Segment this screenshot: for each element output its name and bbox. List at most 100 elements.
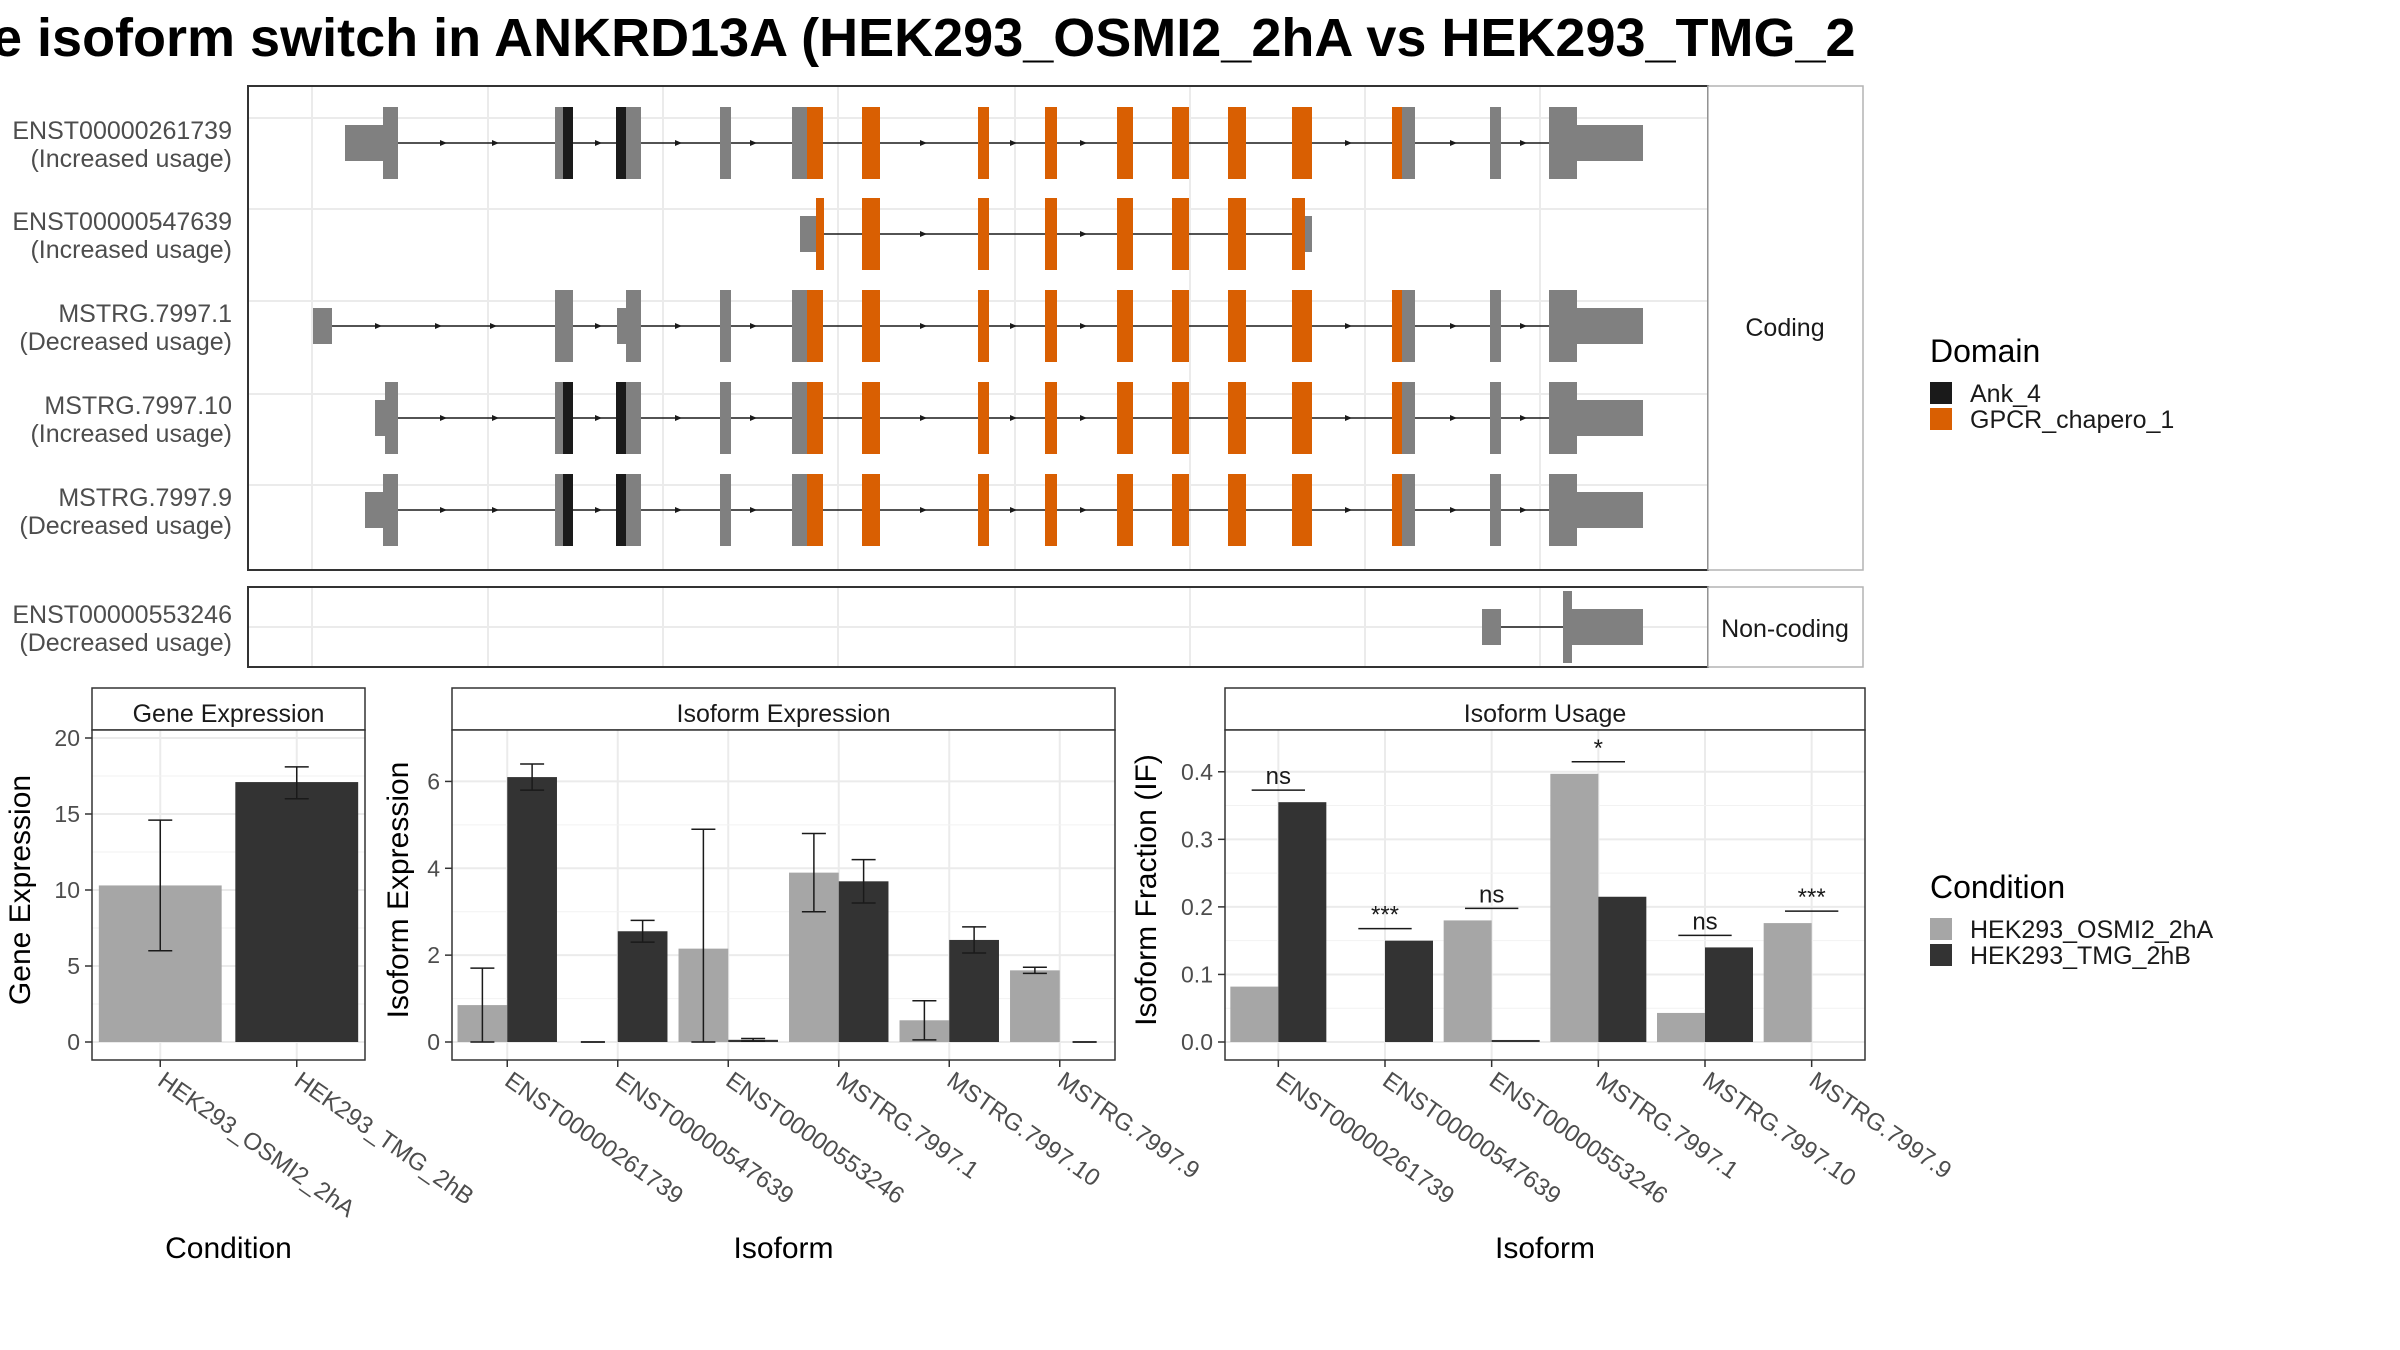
exon-coding (626, 474, 641, 546)
y-tick-label: 0 (427, 1029, 440, 1055)
y-tick-label: 0.3 (1181, 826, 1213, 852)
plot-border (1224, 729, 1866, 1061)
exon-gpcr-domain (1172, 107, 1189, 179)
exon-gpcr-domain (1228, 290, 1246, 362)
exon-ank4-domain (563, 474, 573, 546)
domain-legend-title: Domain (1930, 333, 2040, 369)
condition-legend-swatch-b (1930, 944, 1952, 966)
condition-legend-swatch-a (1930, 918, 1952, 940)
bar (507, 777, 557, 1042)
bar (1385, 940, 1433, 1042)
exon-coding (626, 290, 641, 362)
exon-utr (365, 492, 385, 528)
plot-border (451, 729, 1116, 1061)
strand-arrow-icon (440, 507, 447, 513)
exon-utr (1482, 609, 1501, 645)
exon-gpcr-domain (1172, 290, 1189, 362)
panel-strip (1224, 687, 1866, 731)
exon-coding (1490, 474, 1501, 546)
exon-gpcr-domain (978, 198, 989, 270)
y-tick-label: 20 (54, 725, 80, 751)
panel-strip (91, 687, 366, 731)
transcript-id-label: MSTRG.7997.10 (44, 392, 232, 420)
exon-coding (555, 290, 573, 362)
strand-arrow-icon (1450, 140, 1457, 146)
y-axis-title: Gene Expression (4, 775, 37, 1005)
strand-arrow-icon (1450, 415, 1457, 421)
plot-area (452, 730, 1115, 1060)
exon-gpcr-domain (807, 107, 823, 179)
exon-coding (555, 107, 563, 179)
exon-gpcr-domain (1117, 290, 1133, 362)
significance-label: ns (1692, 908, 1717, 935)
y-tick-label: 0.0 (1181, 1029, 1213, 1055)
coding-transcript-row: ENST00000261739(Increased usage) (12, 107, 1643, 179)
strand-arrow-icon (1520, 415, 1527, 421)
exon-utr (1572, 609, 1643, 645)
exon-gpcr-domain (862, 290, 880, 362)
exon-tall (1563, 591, 1572, 663)
domain-legend-label-gpcr: GPCR_chapero_1 (1970, 406, 2174, 434)
significance-label: ns (1479, 881, 1504, 908)
x-axis-title: Isoform (1495, 1232, 1595, 1265)
strand-arrow-icon (492, 507, 499, 513)
exon-gpcr-domain (1392, 290, 1402, 362)
panel-strip-title: Isoform Usage (1464, 700, 1627, 728)
y-tick-label: 0.4 (1181, 759, 1213, 785)
strand-arrow-icon (492, 415, 499, 421)
exon-coding (720, 474, 731, 546)
exon-gpcr-domain (862, 474, 880, 546)
exon-gpcr-domain (1292, 382, 1312, 454)
x-tick-label: ENST00000261739 (1271, 1067, 1459, 1210)
strand-arrow-icon (1010, 323, 1017, 329)
exon-ank4-domain (616, 107, 626, 179)
y-tick-label: 6 (427, 768, 440, 794)
x-tick-label: ENST00000553246 (721, 1067, 909, 1210)
exon-gpcr-domain (1045, 107, 1057, 179)
exon-coding (1402, 107, 1415, 179)
strand-arrow-icon (440, 415, 447, 421)
strand-arrow-icon (750, 507, 757, 513)
panel-strip-title: Isoform Expression (677, 700, 891, 728)
exon-gpcr-domain (1292, 290, 1312, 362)
exon-gpcr-domain (862, 198, 880, 270)
exon-utr (617, 308, 626, 344)
exon-gpcr-domain (816, 198, 824, 270)
transcript-usage-label: (Decreased usage) (19, 629, 232, 657)
exon-coding (383, 474, 398, 546)
x-tick-label: ENST00000261739 (500, 1067, 688, 1210)
exon-coding (385, 382, 398, 454)
exon-gpcr-domain (1045, 382, 1057, 454)
bar (617, 931, 668, 1042)
noncoding-panel-grid (248, 587, 1708, 667)
condition-legend: Condition HEK293_OSMI2_2hA HEK293_TMG_2h… (1930, 869, 2214, 970)
exon-coding (792, 107, 807, 179)
x-tick-label: ENST00000547639 (1378, 1067, 1566, 1210)
exon-gpcr-domain (1117, 107, 1133, 179)
exon-gpcr-domain (807, 382, 823, 454)
strand-arrow-icon (1520, 140, 1527, 146)
exon-coding (555, 474, 563, 546)
exon-gpcr-domain (978, 107, 989, 179)
exon-ank4-domain (563, 382, 573, 454)
y-tick-label: 0.1 (1181, 961, 1213, 987)
y-tick-label: 5 (67, 953, 80, 979)
transcript-id-label: MSTRG.7997.1 (58, 300, 232, 328)
exon-gpcr-domain (1228, 382, 1246, 454)
strand-arrow-icon (1010, 507, 1017, 513)
condition-legend-label-b: HEK293_TMG_2hB (1970, 942, 2191, 970)
exon-gpcr-domain (1117, 198, 1133, 270)
coding-transcript-row: MSTRG.7997.9(Decreased usage) (19, 474, 1643, 546)
exon-utr (345, 125, 388, 161)
figure-title: e isoform switch in ANKRD13A (HEK293_OSM… (0, 8, 1856, 68)
plot-border (91, 729, 366, 1061)
strand-arrow-icon (675, 140, 682, 146)
significance-label: *** (1798, 884, 1826, 911)
exon-gpcr-domain (1292, 107, 1312, 179)
exon-coding (1549, 382, 1577, 454)
transcript-usage-label: (Decreased usage) (19, 328, 232, 356)
strand-arrow-icon (1450, 507, 1457, 513)
strand-arrow-icon (750, 323, 757, 329)
significance-label: *** (1371, 902, 1399, 929)
y-tick-label: 15 (54, 801, 80, 827)
